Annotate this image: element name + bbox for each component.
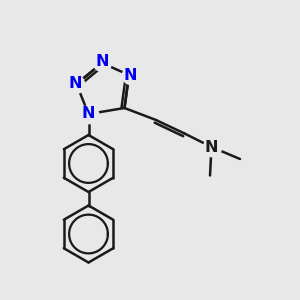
Text: N: N	[124, 68, 137, 82]
Text: N: N	[68, 76, 82, 92]
Text: N: N	[205, 140, 218, 154]
Text: N: N	[95, 54, 109, 69]
Text: N: N	[82, 106, 95, 122]
